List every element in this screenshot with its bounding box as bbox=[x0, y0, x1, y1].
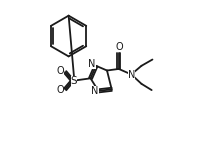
Text: N: N bbox=[88, 59, 96, 69]
Text: S: S bbox=[71, 76, 77, 86]
Text: O: O bbox=[57, 66, 64, 76]
Text: O: O bbox=[116, 42, 123, 52]
Text: N: N bbox=[128, 70, 135, 80]
Text: N: N bbox=[91, 86, 99, 96]
Text: O: O bbox=[57, 85, 64, 95]
